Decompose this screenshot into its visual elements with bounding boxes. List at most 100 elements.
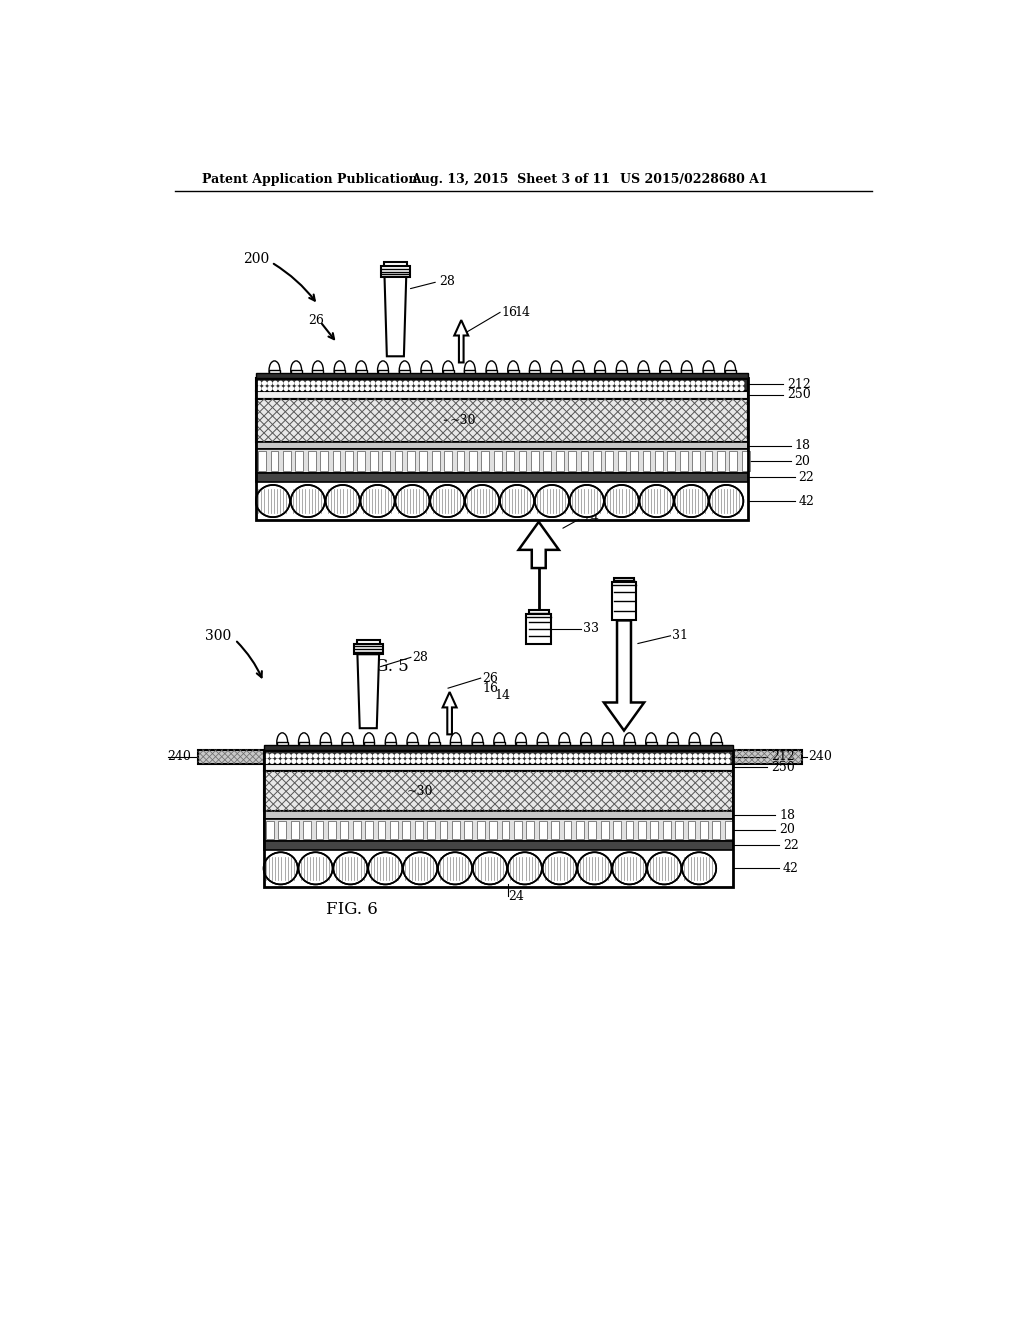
Circle shape	[382, 387, 386, 391]
Circle shape	[545, 387, 549, 391]
Circle shape	[507, 387, 510, 391]
Circle shape	[629, 754, 632, 758]
Circle shape	[406, 754, 410, 758]
Bar	[539, 821, 547, 840]
Bar	[415, 821, 423, 840]
Circle shape	[333, 381, 337, 385]
Ellipse shape	[407, 733, 418, 751]
Bar	[256, 442, 748, 449]
Bar	[263, 818, 732, 841]
Bar	[263, 812, 732, 818]
Circle shape	[588, 381, 592, 385]
Circle shape	[675, 387, 679, 391]
Circle shape	[617, 754, 622, 758]
Circle shape	[354, 381, 358, 385]
Ellipse shape	[646, 733, 656, 751]
Bar	[266, 821, 273, 840]
Circle shape	[398, 387, 402, 391]
Circle shape	[650, 754, 654, 758]
Circle shape	[479, 387, 483, 391]
Circle shape	[490, 381, 495, 385]
Ellipse shape	[640, 484, 674, 517]
Ellipse shape	[291, 360, 302, 379]
Bar	[394, 451, 402, 471]
Bar	[352, 821, 360, 840]
Bar	[646, 742, 656, 750]
Circle shape	[726, 759, 730, 763]
Circle shape	[568, 759, 572, 763]
Circle shape	[528, 387, 532, 391]
Circle shape	[574, 759, 578, 763]
Circle shape	[450, 759, 453, 763]
Polygon shape	[518, 521, 559, 568]
Circle shape	[601, 759, 605, 763]
Text: 22: 22	[799, 471, 814, 483]
Ellipse shape	[395, 484, 429, 517]
Circle shape	[463, 381, 467, 385]
Circle shape	[637, 387, 641, 391]
Circle shape	[599, 387, 603, 391]
Circle shape	[596, 754, 600, 758]
Circle shape	[281, 759, 285, 763]
Circle shape	[420, 381, 424, 385]
Polygon shape	[604, 620, 644, 730]
Circle shape	[311, 381, 315, 385]
Ellipse shape	[578, 853, 611, 884]
Circle shape	[517, 387, 521, 391]
Circle shape	[708, 381, 712, 385]
Circle shape	[438, 754, 442, 758]
Circle shape	[626, 387, 630, 391]
Circle shape	[469, 387, 472, 391]
Circle shape	[561, 387, 564, 391]
Circle shape	[701, 387, 706, 391]
Bar	[680, 451, 687, 471]
Bar	[544, 451, 551, 471]
Text: 24: 24	[583, 511, 599, 524]
Circle shape	[368, 754, 372, 758]
Circle shape	[476, 759, 480, 763]
Bar	[432, 451, 439, 471]
Circle shape	[476, 754, 480, 758]
Ellipse shape	[647, 853, 681, 884]
Circle shape	[729, 387, 733, 391]
Text: 240: 240	[167, 750, 190, 763]
Bar	[315, 821, 324, 840]
Text: 20: 20	[779, 824, 795, 837]
Ellipse shape	[595, 360, 605, 379]
Circle shape	[677, 754, 681, 758]
Text: 250: 250	[771, 760, 795, 774]
Circle shape	[593, 387, 597, 391]
Circle shape	[658, 381, 663, 385]
Circle shape	[710, 754, 714, 758]
Ellipse shape	[529, 360, 541, 379]
Circle shape	[335, 754, 339, 758]
Bar	[378, 370, 388, 378]
Circle shape	[415, 381, 418, 385]
Ellipse shape	[682, 853, 716, 884]
Circle shape	[425, 387, 429, 391]
Circle shape	[292, 754, 296, 758]
Bar	[650, 821, 658, 840]
Ellipse shape	[451, 733, 461, 751]
Circle shape	[493, 759, 497, 763]
Text: 33: 33	[583, 622, 599, 635]
Bar	[407, 742, 418, 750]
Circle shape	[360, 381, 364, 385]
Circle shape	[647, 381, 651, 385]
Bar	[703, 370, 714, 378]
Ellipse shape	[256, 484, 290, 517]
Circle shape	[530, 759, 535, 763]
Circle shape	[300, 381, 304, 385]
Bar	[506, 451, 514, 471]
Bar	[263, 750, 732, 887]
Bar	[687, 821, 695, 840]
Circle shape	[384, 759, 388, 763]
Bar	[668, 742, 678, 750]
Circle shape	[341, 759, 345, 763]
Circle shape	[514, 754, 518, 758]
Circle shape	[371, 387, 375, 391]
Circle shape	[262, 381, 266, 385]
Circle shape	[639, 754, 643, 758]
Bar	[451, 742, 461, 750]
Ellipse shape	[421, 360, 432, 379]
